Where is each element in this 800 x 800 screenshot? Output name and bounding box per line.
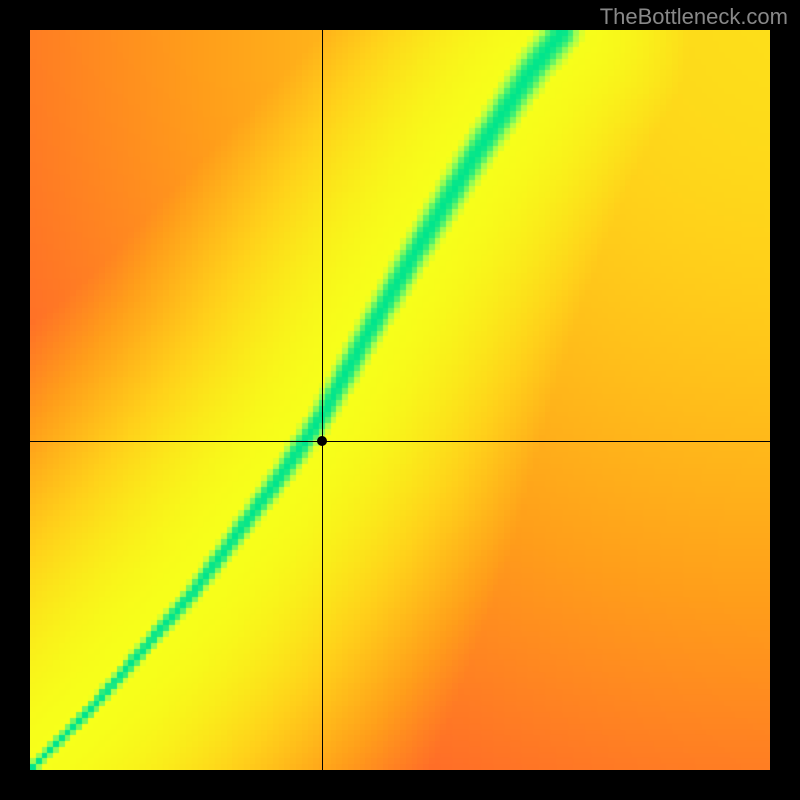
heatmap-plot xyxy=(30,30,770,770)
heatmap-canvas xyxy=(30,30,770,770)
selected-point-marker xyxy=(317,436,327,446)
crosshair-vertical xyxy=(322,30,323,770)
watermark-text: TheBottleneck.com xyxy=(600,4,788,30)
crosshair-horizontal xyxy=(30,441,770,442)
